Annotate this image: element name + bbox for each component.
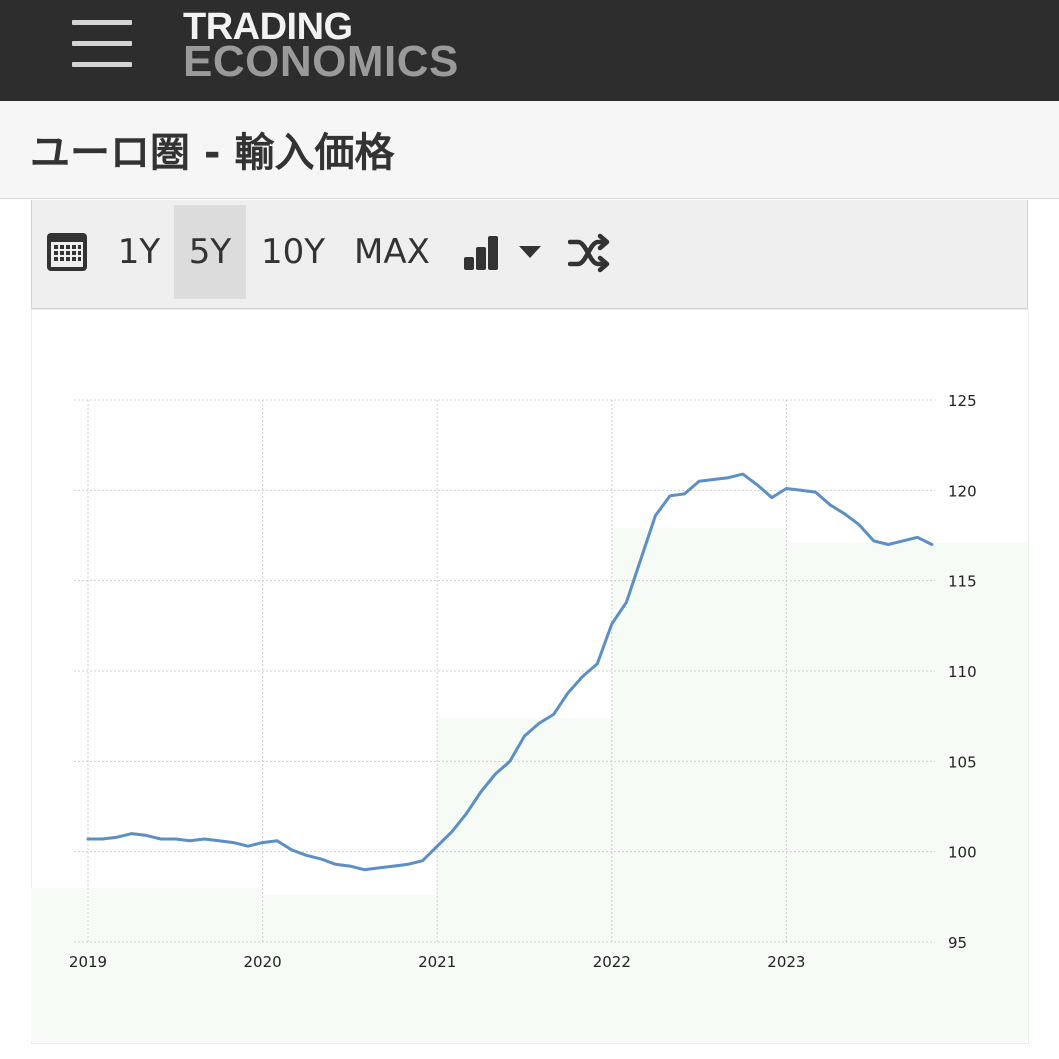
x-tick-label: 2021 [418,953,456,971]
top-navbar: TRADING ECONOMICS [0,0,1059,101]
data-point[interactable] [99,835,107,843]
chart-toolbar: 1Y 5Y 10Y MAX [31,200,1028,309]
calendar-icon[interactable] [46,231,88,273]
data-point[interactable] [593,660,601,668]
data-point[interactable] [797,486,805,494]
data-point[interactable] [259,839,267,847]
range-10y-button[interactable]: 10Y [260,232,326,272]
data-point[interactable] [521,732,529,740]
data-point[interactable] [782,485,790,493]
data-point[interactable] [346,862,354,870]
bar-chart-icon[interactable] [462,233,502,273]
data-point[interactable] [637,555,645,563]
y-tick-label: 95 [948,934,967,952]
hamburger-icon[interactable] [72,20,132,68]
data-point[interactable] [288,846,296,854]
data-point[interactable] [884,541,892,549]
x-tick-label: 2022 [593,953,631,971]
data-point[interactable] [753,481,761,489]
data-point[interactable] [273,837,281,845]
data-point[interactable] [724,474,732,482]
data-point[interactable] [128,830,136,838]
y-tick-label: 110 [948,663,977,681]
data-point[interactable] [375,864,383,872]
data-point[interactable] [855,521,863,529]
data-point[interactable] [608,620,616,628]
data-point[interactable] [666,492,674,500]
logo-line-1: TRADING [183,6,353,48]
range-1y-button[interactable]: 1Y [117,232,161,272]
data-point[interactable] [550,710,558,718]
year-band [437,717,612,1042]
data-point[interactable] [113,833,121,841]
data-point[interactable] [215,837,223,845]
data-point[interactable] [317,855,325,863]
range-max-button[interactable]: MAX [354,232,430,272]
data-point[interactable] [739,470,747,478]
data-point[interactable] [579,672,587,680]
y-tick-label: 105 [948,753,977,771]
data-point[interactable] [622,598,630,606]
data-point[interactable] [564,689,572,697]
year-band [31,887,263,1042]
data-point[interactable] [230,839,238,847]
title-bar [0,101,1059,199]
data-point[interactable] [200,835,208,843]
data-point[interactable] [157,835,165,843]
data-point[interactable] [710,475,718,483]
data-point[interactable] [841,510,849,518]
data-point[interactable] [477,788,485,796]
logo-line-2: ECONOMICS [183,37,459,86]
data-point[interactable] [870,537,878,545]
data-point[interactable] [681,490,689,498]
caret-down-icon[interactable] [518,244,542,258]
data-point[interactable] [695,477,703,485]
data-point[interactable] [826,501,834,509]
data-point[interactable] [244,842,252,850]
year-band [611,528,787,1042]
data-point[interactable] [84,835,92,843]
data-point[interactable] [302,851,310,859]
data-point[interactable] [186,837,194,845]
data-point[interactable] [142,831,150,839]
data-point[interactable] [768,494,776,502]
import-price-line[interactable] [86,472,934,872]
data-point[interactable] [535,719,543,727]
data-point[interactable] [360,866,368,874]
site-logo[interactable]: TRADING ECONOMICS [183,8,459,84]
data-point[interactable] [651,512,659,520]
data-point[interactable] [462,810,470,818]
y-tick-label: 120 [948,482,977,500]
y-tick-label: 115 [948,573,977,591]
data-point[interactable] [419,857,427,865]
x-tick-label: 2020 [244,953,282,971]
y-tick-label: 100 [948,844,977,862]
data-point[interactable] [171,835,179,843]
page-title: ユーロ圏 - 輸入価格 [30,130,395,176]
data-point[interactable] [913,533,921,541]
data-point[interactable] [433,842,441,850]
data-point[interactable] [491,770,499,778]
data-point[interactable] [812,488,820,496]
data-point[interactable] [448,828,456,836]
x-tick-label: 2019 [69,953,107,971]
data-point[interactable] [928,541,936,549]
data-point[interactable] [331,860,339,868]
data-point[interactable] [404,860,412,868]
y-tick-label: 125 [948,392,977,410]
year-band [262,895,438,1042]
year-band [786,542,1027,1042]
x-tick-label: 2023 [767,953,805,971]
shuffle-icon[interactable] [567,233,612,273]
range-5y-button[interactable]: 5Y [174,205,246,299]
data-point[interactable] [899,537,907,545]
data-point[interactable] [390,862,398,870]
data-point[interactable] [506,757,514,765]
